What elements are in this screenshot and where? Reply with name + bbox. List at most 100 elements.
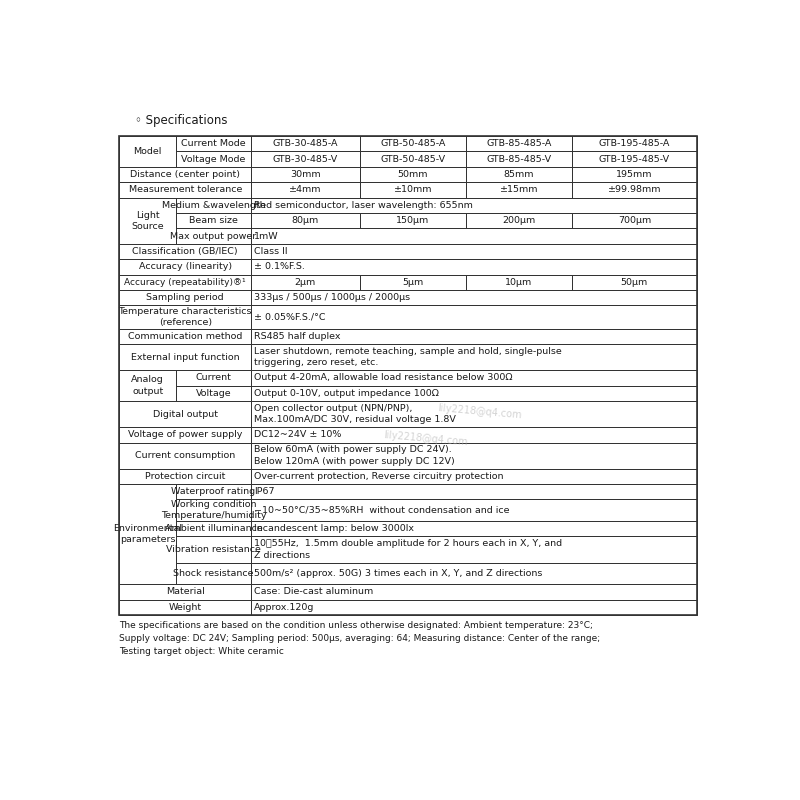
Bar [119, 329, 251, 344]
Text: ± 0.05%F.S./°C: ± 0.05%F.S./°C [254, 313, 326, 322]
Text: DC12~24V ± 10%: DC12~24V ± 10% [254, 430, 342, 439]
Text: 85mm: 85mm [504, 170, 534, 179]
Text: Voltage Mode: Voltage Mode [182, 154, 246, 164]
Bar [466, 167, 572, 182]
Text: Red semiconductor, laser wavelength: 655nm: Red semiconductor, laser wavelength: 655… [254, 201, 473, 210]
Text: IP67: IP67 [254, 487, 274, 496]
Text: Sampling period: Sampling period [146, 294, 224, 302]
Bar [119, 198, 176, 244]
Bar [119, 599, 251, 615]
Text: GTB-30-485-V: GTB-30-485-V [273, 154, 338, 164]
Bar [119, 306, 251, 329]
Text: Current consumption: Current consumption [135, 451, 235, 460]
Text: Analog
output: Analog output [131, 375, 164, 396]
Bar [251, 344, 697, 370]
Text: ◦ Specifications: ◦ Specifications [135, 114, 227, 127]
Text: Waterproof rating: Waterproof rating [171, 487, 256, 496]
Bar [251, 484, 697, 499]
Bar [119, 290, 251, 306]
Text: External input function: External input function [131, 353, 239, 362]
Bar [360, 182, 466, 198]
Text: 10μm: 10μm [506, 278, 533, 287]
Bar [251, 469, 697, 484]
Bar [119, 469, 251, 484]
Text: Laser shutdown, remote teaching, sample and hold, single-pulse
triggering, zero : Laser shutdown, remote teaching, sample … [254, 347, 562, 367]
Text: GTB-30-485-A: GTB-30-485-A [273, 139, 338, 148]
Text: Ambient illuminance: Ambient illuminance [165, 524, 262, 534]
Bar [466, 136, 572, 151]
Text: Over-current protection, Reverse circuitry protection: Over-current protection, Reverse circuit… [254, 472, 504, 481]
Text: Case: Die-cast aluminum: Case: Die-cast aluminum [254, 587, 374, 596]
Text: 50mm: 50mm [398, 170, 428, 179]
Text: Classification (GB/IEC): Classification (GB/IEC) [133, 247, 238, 256]
Bar [251, 521, 697, 537]
Bar [119, 401, 251, 427]
Bar [176, 499, 251, 521]
Text: ±99.98mm: ±99.98mm [608, 186, 661, 194]
Bar [176, 213, 251, 229]
Text: 195mm: 195mm [616, 170, 653, 179]
Bar [119, 136, 697, 615]
Text: Shock resistance: Shock resistance [174, 569, 254, 578]
Bar [251, 442, 697, 469]
Text: Open collector output (NPN/PNP),
Max.100mA/DC 30V, residual voltage 1.8V: Open collector output (NPN/PNP), Max.100… [254, 404, 456, 424]
Text: Class II: Class II [254, 247, 288, 256]
Bar [176, 386, 251, 401]
Bar [360, 151, 466, 167]
Text: Light
Source: Light Source [131, 210, 164, 231]
Bar [176, 198, 251, 213]
Bar [119, 442, 251, 469]
Bar [466, 274, 572, 290]
Text: Temperature characteristics
(reference): Temperature characteristics (reference) [118, 306, 252, 327]
Bar [251, 370, 697, 386]
Text: ± 0.1%F.S.: ± 0.1%F.S. [254, 262, 305, 271]
Bar [572, 213, 697, 229]
Bar [251, 136, 360, 151]
Text: Beam size: Beam size [189, 216, 238, 226]
Text: 5μm: 5μm [402, 278, 423, 287]
Bar [119, 274, 251, 290]
Text: Current Mode: Current Mode [182, 139, 246, 148]
Bar [360, 274, 466, 290]
Bar [251, 290, 697, 306]
Text: RS485 half duplex: RS485 half duplex [254, 332, 341, 341]
Text: 333μs / 500μs / 1000μs / 2000μs: 333μs / 500μs / 1000μs / 2000μs [254, 294, 410, 302]
Bar [466, 213, 572, 229]
Text: Output 4-20mA, allowable load resistance below 300Ω: Output 4-20mA, allowable load resistance… [254, 374, 513, 382]
Text: 150μm: 150μm [396, 216, 430, 226]
Bar [176, 370, 251, 386]
Text: Weight: Weight [169, 602, 202, 612]
Text: 10～55Hz,  1.5mm double amplitude for 2 hours each in X, Y, and
Z directions: 10～55Hz, 1.5mm double amplitude for 2 ho… [254, 539, 562, 560]
Text: Incandescent lamp: below 3000lx: Incandescent lamp: below 3000lx [254, 524, 414, 534]
Text: Accuracy (linearity): Accuracy (linearity) [138, 262, 232, 271]
Bar [251, 274, 360, 290]
Text: ±10mm: ±10mm [394, 186, 432, 194]
Text: Output 0-10V, output impedance 100Ω: Output 0-10V, output impedance 100Ω [254, 389, 439, 398]
Bar [176, 521, 251, 537]
Bar [119, 244, 251, 259]
Text: Material: Material [166, 587, 205, 596]
Bar [119, 344, 251, 370]
Bar [251, 584, 697, 599]
Bar [572, 136, 697, 151]
Bar [572, 182, 697, 198]
Text: Below 60mA (with power supply DC 24V).
Below 120mA (with power supply DC 12V): Below 60mA (with power supply DC 24V). B… [254, 446, 455, 466]
Bar [572, 274, 697, 290]
Bar [119, 167, 251, 182]
Bar [119, 136, 176, 167]
Text: lily2218@q4.com: lily2218@q4.com [383, 430, 468, 447]
Bar [251, 182, 360, 198]
Bar [119, 584, 251, 599]
Text: 2μm: 2μm [294, 278, 316, 287]
Text: Model: Model [134, 147, 162, 156]
Text: Protection circuit: Protection circuit [145, 472, 226, 481]
Bar [119, 484, 176, 584]
Bar [176, 229, 251, 244]
Text: Accuracy (repeatability)®¹: Accuracy (repeatability)®¹ [125, 278, 246, 287]
Bar [176, 562, 251, 584]
Bar [251, 229, 697, 244]
Bar [251, 401, 697, 427]
Bar [251, 151, 360, 167]
Text: Medium &wavelength: Medium &wavelength [162, 201, 266, 210]
Text: 500m/s² (approx. 50G) 3 times each in X, Y, and Z directions: 500m/s² (approx. 50G) 3 times each in X,… [254, 569, 542, 578]
